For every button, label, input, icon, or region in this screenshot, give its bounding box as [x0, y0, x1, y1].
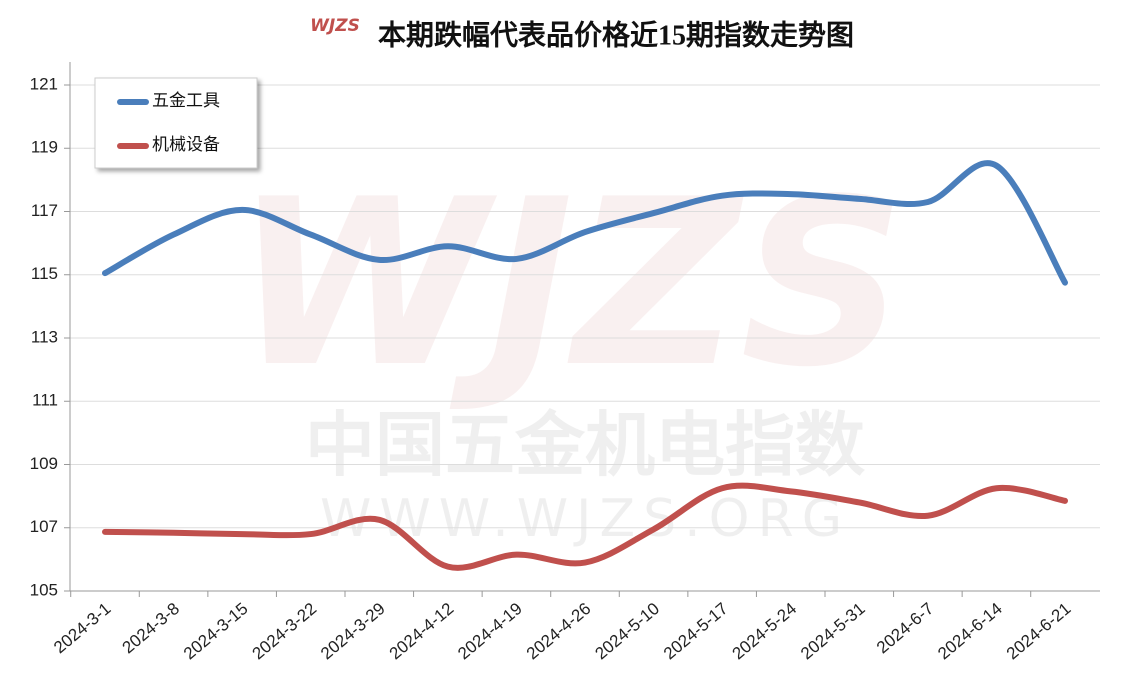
x-tick-label: 2024-4-26 — [523, 599, 595, 663]
x-tick-label: 2024-6-7 — [873, 599, 937, 657]
series-line — [102, 482, 1068, 571]
watermark-text: 中国五金机电指数 — [305, 404, 865, 486]
x-tick-label: 2024-3-29 — [317, 599, 389, 663]
x-tick-label: 2024-5-31 — [797, 599, 869, 663]
y-tick-label: 107 — [30, 517, 58, 536]
legend-box — [94, 77, 258, 169]
series-line — [102, 160, 1068, 286]
watermark-logo: WJZS — [234, 151, 906, 418]
x-tick-label: 2024-4-19 — [454, 599, 526, 663]
legend-label: 机械设备 — [152, 135, 220, 154]
logo: WJZS — [310, 16, 360, 36]
y-tick-label: 119 — [31, 138, 58, 157]
y-tick-label: 113 — [31, 327, 58, 346]
y-tick-label: 121 — [30, 74, 58, 93]
legend-label: 五金工具 — [152, 91, 220, 110]
y-tick-label: 105 — [30, 580, 58, 599]
y-tick-label: 117 — [31, 201, 58, 220]
x-tick-label: 2024-6-21 — [1003, 599, 1075, 663]
x-tick-label: 2024-5-10 — [591, 599, 663, 663]
watermark-url: WWW.WJZS.ORG — [320, 489, 850, 549]
x-tick-label: 2024-4-12 — [386, 599, 458, 663]
x-tick-label: 2024-5-24 — [729, 599, 801, 663]
x-tick-label: 2024-3-15 — [180, 599, 252, 663]
y-tick-label: 115 — [31, 264, 58, 283]
x-tick-label: 2024-3-22 — [249, 599, 321, 663]
x-tick-label: 2024-6-14 — [934, 599, 1006, 663]
x-tick-label: 2024-3-1 — [50, 599, 114, 657]
x-tick-label: 2024-5-17 — [660, 599, 732, 663]
chart-title: 本期跌幅代表品价格近15期指数走势图 — [378, 19, 854, 51]
x-tick-label: 2024-3-8 — [119, 599, 183, 657]
y-tick-label: 111 — [32, 391, 58, 410]
y-tick-label: 109 — [30, 454, 58, 473]
